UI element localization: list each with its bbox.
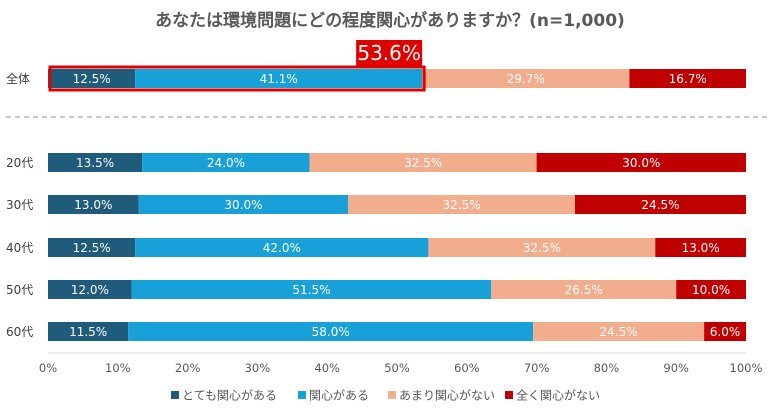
data-label: 13.5% (76, 156, 114, 170)
category-label: 30代 (6, 198, 33, 212)
bar-segment (48, 322, 129, 341)
bar-segment (704, 322, 746, 341)
bar-segment (48, 238, 136, 257)
data-label: 12.0% (71, 283, 109, 297)
bar-segment (533, 322, 705, 341)
bar-segment (348, 195, 575, 214)
data-label: 29.7% (507, 72, 545, 86)
highlight-label: 53.6% (357, 41, 421, 65)
legend-label: とても関心がある (182, 388, 277, 403)
chart-title: あなたは環境問題にどの程度関心がありますか？(n=1,000) (155, 11, 625, 31)
x-tick-label: 60% (454, 361, 480, 375)
data-label: 42.0% (263, 241, 301, 255)
data-label: 16.7% (669, 72, 707, 86)
bar-segment (48, 69, 136, 88)
highlight-box (48, 65, 426, 92)
x-tick-label: 20% (175, 361, 201, 375)
legend-swatch (505, 391, 513, 399)
data-label: 12.5% (73, 72, 111, 86)
legend-label: 関心がある (309, 388, 369, 403)
data-label: 12.5% (73, 241, 111, 255)
data-label: 32.5% (523, 241, 561, 255)
data-label: 6.0% (710, 325, 741, 339)
legend-label: あまり関心がない (399, 388, 495, 403)
data-label: 58.0% (312, 325, 350, 339)
bar-segment (629, 69, 746, 88)
bar-segment (135, 69, 423, 88)
bar-segment (48, 280, 132, 299)
data-label: 13.0% (74, 198, 112, 212)
data-label: 30.0% (224, 198, 262, 212)
data-label: 24.0% (207, 156, 245, 170)
bar-segment (142, 153, 310, 172)
data-label: 24.5% (600, 325, 638, 339)
data-label: 41.1% (260, 72, 298, 86)
data-label: 32.5% (404, 156, 442, 170)
category-label: 60代 (6, 325, 33, 339)
category-label: 20代 (6, 156, 33, 170)
x-tick-label: 50% (384, 361, 410, 375)
data-label: 10.0% (692, 283, 730, 297)
bar-segment (48, 195, 139, 214)
category-label: 全体 (6, 71, 30, 86)
bar-segment (131, 280, 492, 299)
category-label: 40代 (6, 241, 33, 255)
data-label: 24.5% (641, 198, 679, 212)
data-label: 26.5% (565, 283, 603, 297)
legend-swatch (388, 391, 396, 399)
data-label: 32.5% (443, 198, 481, 212)
bar-segment (655, 238, 746, 257)
legend-swatch (298, 391, 306, 399)
bar-segment (676, 280, 746, 299)
bar-segment (48, 153, 143, 172)
bar-segment (574, 195, 746, 214)
bar-segment (128, 322, 534, 341)
bar-segment (135, 238, 429, 257)
x-tick-label: 10% (105, 361, 131, 375)
bar-segment (422, 69, 630, 88)
data-label: 11.5% (69, 325, 107, 339)
x-tick-label: 70% (524, 361, 550, 375)
bar-segment (491, 280, 677, 299)
x-tick-label: 90% (663, 361, 689, 375)
category-label: 50代 (6, 283, 33, 297)
bar-segment (536, 153, 746, 172)
bar-segment (138, 195, 349, 214)
x-tick-label: 100% (730, 361, 763, 375)
x-tick-label: 0% (39, 361, 57, 375)
x-tick-label: 40% (314, 361, 340, 375)
x-tick-label: 80% (594, 361, 620, 375)
data-label: 13.0% (682, 241, 720, 255)
legend-swatch (171, 391, 179, 399)
legend-label: 全く関心がない (516, 388, 600, 403)
data-label: 51.5% (292, 283, 330, 297)
data-label: 30.0% (622, 156, 660, 170)
highlight-label-bg (356, 40, 423, 66)
x-tick-label: 30% (245, 361, 271, 375)
bar-segment (309, 153, 537, 172)
bar-segment (428, 238, 656, 257)
